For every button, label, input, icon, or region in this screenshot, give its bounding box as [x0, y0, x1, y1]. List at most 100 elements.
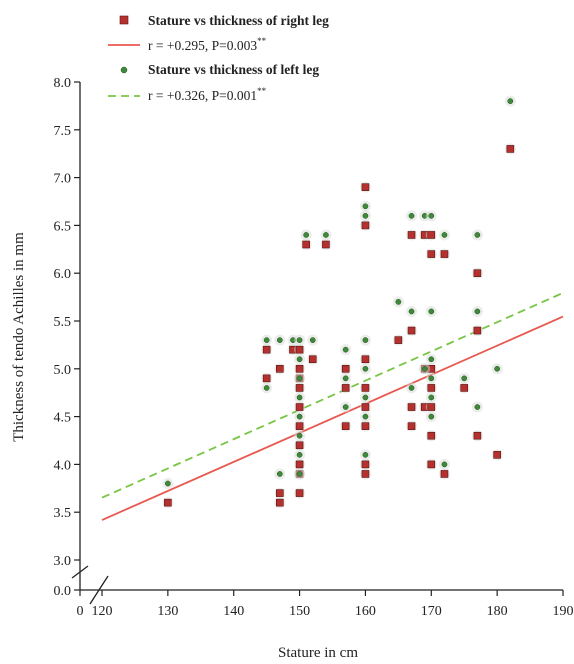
point-right-leg: [295, 384, 304, 392]
point-left-leg: [441, 232, 448, 238]
point-left-leg: [428, 413, 435, 420]
point-right-leg: [506, 145, 515, 153]
point-left-leg: [428, 375, 435, 382]
x-axis-title: Stature in cm: [278, 645, 358, 661]
point-right-leg: [427, 231, 436, 239]
point-left-leg: [408, 385, 415, 391]
point-right-leg: [427, 384, 436, 392]
point-right-leg: [427, 403, 436, 411]
point-right-leg: [460, 384, 469, 392]
y-tick-label: 7.5: [54, 124, 72, 139]
point-right-leg: [407, 403, 416, 411]
x-tick-label: 120: [92, 604, 113, 619]
legend: Stature vs thickness of right leg r = +0.…: [108, 13, 329, 103]
point-left-leg: [362, 365, 369, 372]
point-right-leg: [361, 384, 370, 392]
point-left-leg: [362, 413, 369, 420]
legend-label-right-fit: r = +0.295, P=0.003**: [148, 36, 267, 53]
y-tick-label: 6.5: [54, 219, 72, 234]
point-right-leg: [493, 451, 501, 459]
point-right-leg: [341, 422, 350, 430]
point-right-leg: [295, 345, 304, 354]
point-left-leg: [263, 385, 270, 391]
axes: 3.0 3.5 4.0 4.5 5.0 5.5 6.0 6.5 7.0 7.5 8.0 0.0 120 1…: [54, 76, 574, 619]
point-left-leg: [296, 375, 303, 382]
point-left-leg: [474, 308, 481, 315]
regression-line-left-leg: [101, 292, 564, 499]
x-tick-label: 140: [223, 604, 244, 619]
point-left-leg: [296, 413, 303, 420]
point-right-leg: [295, 489, 304, 497]
y-tick-label: 3.0: [54, 554, 72, 569]
point-left-leg: [276, 337, 283, 343]
point-right-leg: [295, 403, 304, 411]
point-left-leg: [362, 203, 369, 210]
point-right-leg: [276, 489, 284, 497]
point-right-leg: [361, 460, 370, 469]
x-tick-label: 170: [421, 604, 442, 619]
point-left-leg: [421, 365, 428, 372]
regression-lines: [101, 292, 564, 521]
y-tick-label: 5.0: [54, 363, 72, 378]
point-left-leg: [263, 337, 270, 343]
y-tick-label: 7.0: [54, 172, 72, 187]
regression-line-right-leg: [101, 315, 564, 521]
point-right-leg: [276, 364, 284, 373]
y-axis-break: [71, 565, 89, 579]
x-tick-label: 150: [289, 604, 310, 619]
point-right-leg: [295, 441, 304, 450]
point-left-leg: [303, 232, 310, 238]
point-left-leg: [362, 337, 369, 343]
y-tick-label: 4.0: [54, 458, 72, 473]
y-axis-title: Thickness of tendo Achilles in mm: [11, 232, 27, 442]
x-tick-label: 130: [157, 604, 178, 619]
point-right-leg: [341, 384, 350, 392]
point-left-leg: [276, 471, 283, 477]
point-left-leg: [408, 308, 415, 315]
point-left-leg: [296, 394, 303, 401]
point-right-leg: [473, 326, 482, 335]
point-left-leg: [474, 404, 481, 410]
point-right-leg: [322, 240, 330, 249]
legend-label-left-fit: r = +0.326, P=0.001**: [148, 86, 267, 103]
point-right-leg: [361, 403, 370, 411]
point-left-leg: [362, 394, 369, 401]
point-left-leg: [461, 375, 468, 382]
point-left-leg: [342, 375, 349, 382]
point-right-leg: [473, 269, 482, 278]
legend-marker-right-leg: [119, 15, 129, 25]
point-right-leg: [361, 470, 370, 478]
point-right-leg: [361, 355, 370, 364]
x-tick-label: 180: [487, 604, 508, 619]
point-left-leg: [296, 451, 303, 458]
legend-marker-left-leg: [120, 66, 128, 74]
point-left-leg: [428, 212, 435, 219]
point-left-leg: [362, 212, 369, 219]
point-left-leg: [441, 461, 448, 468]
point-left-leg: [507, 98, 514, 104]
point-left-leg: [296, 337, 303, 343]
point-right-leg: [427, 250, 436, 258]
point-right-leg: [295, 422, 304, 430]
point-right-leg: [276, 498, 284, 507]
point-left-leg: [342, 346, 349, 353]
point-left-leg: [408, 212, 415, 219]
point-right-leg: [164, 498, 172, 507]
legend-label-right-leg: Stature vs thickness of right leg: [148, 13, 329, 28]
x-tick-label: 0: [77, 604, 84, 619]
point-right-leg: [341, 364, 350, 373]
legend-label-left-leg: Stature vs thickness of left leg: [148, 62, 319, 77]
legend-superscript: **: [257, 36, 267, 46]
y-tick-label: 8.0: [54, 76, 72, 91]
point-left-leg: [428, 308, 435, 315]
legend-superscript: **: [257, 86, 267, 96]
point-left-leg: [362, 451, 369, 458]
point-right-leg: [361, 221, 370, 230]
point-left-leg: [342, 404, 349, 410]
point-right-leg: [361, 183, 370, 191]
y-tick-label: 5.5: [54, 315, 72, 330]
point-left-leg: [296, 356, 303, 363]
point-left-leg: [309, 337, 316, 343]
point-right-leg: [295, 460, 304, 469]
